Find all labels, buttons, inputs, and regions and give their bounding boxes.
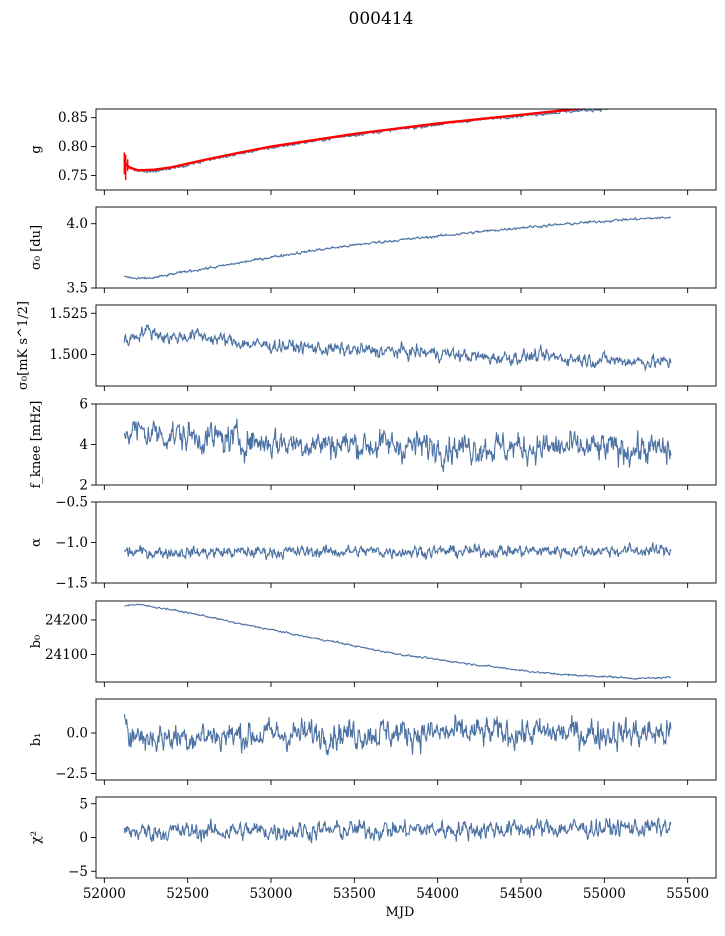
y-tick-label: 1.525 [49, 306, 88, 322]
series-line [123, 418, 672, 473]
y-axis-label: σ₀[mK s^1/2] [16, 301, 31, 390]
y-tick-label: 0 [79, 830, 88, 846]
panel-7: −2.5 0.0 b₁ [29, 698, 717, 785]
y-tick-label: −1.5 [55, 576, 88, 592]
series-line [123, 817, 672, 844]
y-axis-label: α [29, 538, 44, 547]
x-tick-label: 55500 [666, 886, 709, 902]
panel-3: 1.500 1.525 σ₀[mK s^1/2] [16, 301, 717, 391]
axes-frame [95, 108, 717, 191]
y-tick-label: −2.5 [55, 766, 88, 782]
y-axis-label: f_knee [mHz] [29, 401, 44, 489]
series-line [123, 324, 672, 372]
x-tick-label: 52500 [166, 886, 209, 902]
y-tick-label: 24200 [45, 612, 88, 628]
panel-2: 3.5 4.0 σ₀ [du] [29, 206, 717, 297]
figure-title: 000414 [349, 9, 414, 29]
y-tick-label: 2 [79, 478, 88, 494]
axes-frame [95, 206, 717, 289]
y-axis-label: b₁ [29, 733, 44, 747]
fit-line [123, 109, 588, 172]
x-tick-label: 55000 [583, 886, 626, 902]
x-tick-label: 53000 [250, 886, 293, 902]
y-tick-label: 0.80 [58, 139, 88, 155]
y-tick-label: 4.0 [67, 216, 88, 232]
panel-1: 0.75 0.80 0.85 g [29, 108, 717, 195]
y-tick-label: 5 [79, 796, 88, 812]
x-tick-label: 54000 [416, 886, 459, 902]
series-line [124, 603, 672, 681]
y-tick-label: 0.85 [58, 110, 88, 126]
y-tick-label: 1.500 [49, 347, 88, 363]
series-line [123, 109, 614, 174]
axes-frame [95, 796, 717, 879]
y-tick-label: 4 [79, 437, 88, 453]
y-tick-label: 3.5 [67, 281, 88, 297]
panel-5: −1.5 −1.0 −0.5 α [29, 495, 717, 592]
x-axis-label: MJD [386, 905, 415, 920]
y-tick-label: 0.0 [67, 726, 88, 742]
x-tick-label: 52000 [83, 886, 126, 902]
y-tick-label: −1.0 [55, 535, 88, 551]
y-tick-label: 6 [79, 397, 88, 413]
panel-4: 2 4 6 f_knee [mHz] [29, 397, 717, 494]
panel-8: −5 0 5 χ² 52000 52500 53000 53500 54000 54500 5500… [29, 796, 717, 920]
y-axis-label: b₀ [29, 635, 44, 649]
axes-frame [95, 698, 717, 781]
y-axis-label: σ₀ [du] [29, 225, 44, 270]
y-tick-label: 24100 [45, 647, 88, 663]
y-axis-label: χ² [29, 831, 44, 844]
x-tick-label: 54500 [500, 886, 543, 902]
axes-frame [95, 600, 717, 683]
y-tick-label: 0.75 [58, 168, 88, 184]
y-tick-label: −5 [68, 864, 88, 880]
axes-frame [95, 304, 717, 387]
x-tick-label: 53500 [333, 886, 376, 902]
axes-frame [95, 501, 717, 584]
y-axis-label: g [29, 145, 44, 153]
y-tick-label: −0.5 [55, 495, 88, 511]
series-line [123, 541, 672, 561]
series-line [123, 713, 672, 756]
series-line [124, 216, 672, 280]
